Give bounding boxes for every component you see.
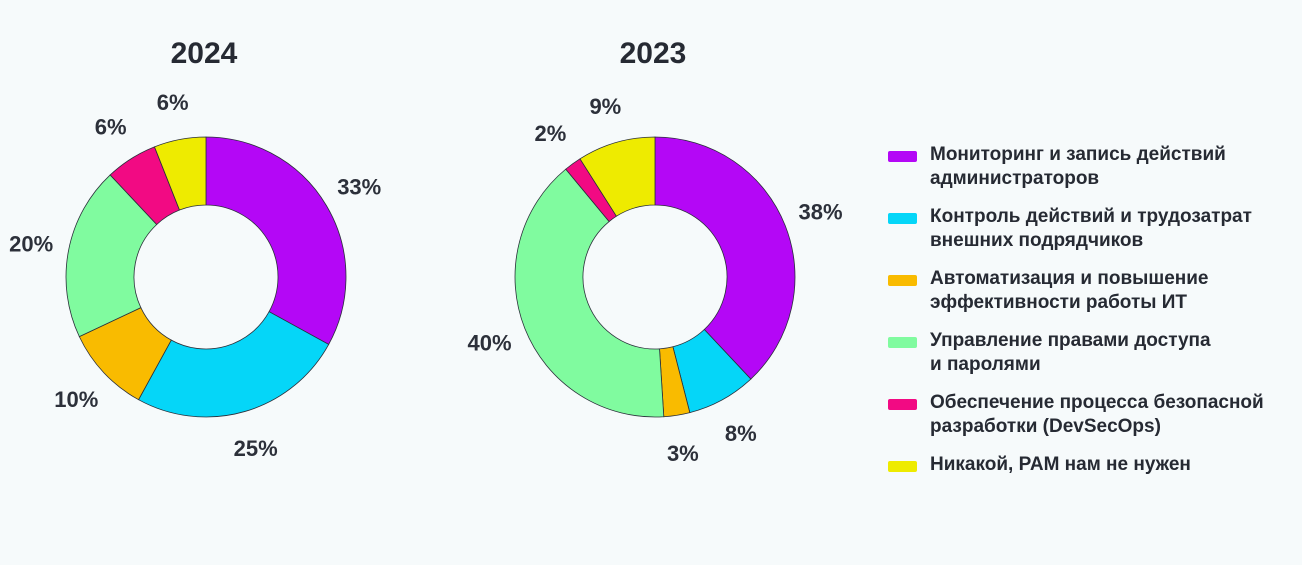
slice-2023-access	[514, 168, 665, 418]
legend-label-access-2: и паролями	[930, 354, 1041, 375]
legend-label-contractors-1: Контроль действий и трудозатрат	[930, 206, 1252, 227]
donut-chart-2023: 2023 38% 8% 3% 40% 2% 9%	[467, 37, 842, 466]
slice-2023-monitoring	[654, 136, 796, 380]
legend-swatch-access	[888, 337, 917, 348]
legend-label-access-1: Управление правами доступа	[930, 330, 1211, 351]
legend-label-devsecops-1: Обеспечение процесса безопасной	[930, 392, 1264, 413]
data-label-2024-monitoring: 33%	[337, 174, 381, 199]
slice-2023-none	[579, 136, 656, 217]
legend-label-monitoring-1: Мониторинг и запись действий	[930, 144, 1226, 165]
slice-2024-contractors	[138, 311, 330, 418]
chart-title-2024: 2024	[171, 37, 238, 70]
legend: Мониторинг и запись действий администрат…	[888, 143, 1302, 477]
donut-chart-2024: 2024 33% 25% 10% 20% 6% 6%	[9, 37, 381, 461]
legend-label-automation-2: эффективности работы ИТ	[930, 292, 1188, 313]
legend-swatch-none	[888, 461, 917, 472]
data-label-2023-none: 9%	[589, 94, 621, 119]
data-label-2023-automation: 3%	[667, 441, 699, 466]
data-label-2023-contractors: 8%	[725, 421, 757, 446]
legend-item-contractors: Контроль действий и трудозатрат внешних …	[888, 205, 1302, 253]
legend-item-automation: Автоматизация и повышение эффективности …	[888, 267, 1302, 315]
data-label-2024-contractors: 25%	[234, 436, 278, 461]
legend-item-monitoring: Мониторинг и запись действий администрат…	[888, 143, 1302, 191]
legend-label-automation-1: Автоматизация и повышение	[930, 268, 1209, 289]
slice-2024-monitoring	[205, 136, 347, 345]
legend-label-none-1: Никакой, PAM нам не нужен	[930, 454, 1191, 475]
legend-swatch-monitoring	[888, 151, 917, 162]
data-label-2023-monitoring: 38%	[798, 199, 842, 224]
data-label-2023-devsecops: 2%	[534, 121, 566, 146]
data-label-2024-automation: 10%	[54, 387, 98, 412]
legend-item-none: Никакой, PAM нам не нужен	[888, 453, 1302, 477]
data-label-2024-access: 20%	[9, 232, 53, 257]
data-label-2023-access: 40%	[467, 331, 511, 356]
legend-label-devsecops-2: разработки (DevSecOps)	[930, 416, 1161, 437]
chart-title-2023: 2023	[620, 37, 687, 70]
slice-2024-none	[153, 136, 207, 211]
legend-swatch-automation	[888, 275, 917, 286]
slice-2024-access	[65, 174, 158, 338]
legend-swatch-devsecops	[888, 399, 917, 410]
legend-item-access: Управление правами доступа и паролями	[888, 329, 1302, 377]
data-label-2024-none: 6%	[157, 90, 189, 115]
data-label-2024-devsecops: 6%	[95, 115, 127, 140]
legend-item-devsecops: Обеспечение процесса безопасной разработ…	[888, 391, 1302, 439]
legend-label-contractors-2: внешних подрядчиков	[930, 230, 1144, 251]
legend-label-monitoring-2: администраторов	[930, 168, 1100, 189]
legend-swatch-contractors	[888, 213, 917, 224]
